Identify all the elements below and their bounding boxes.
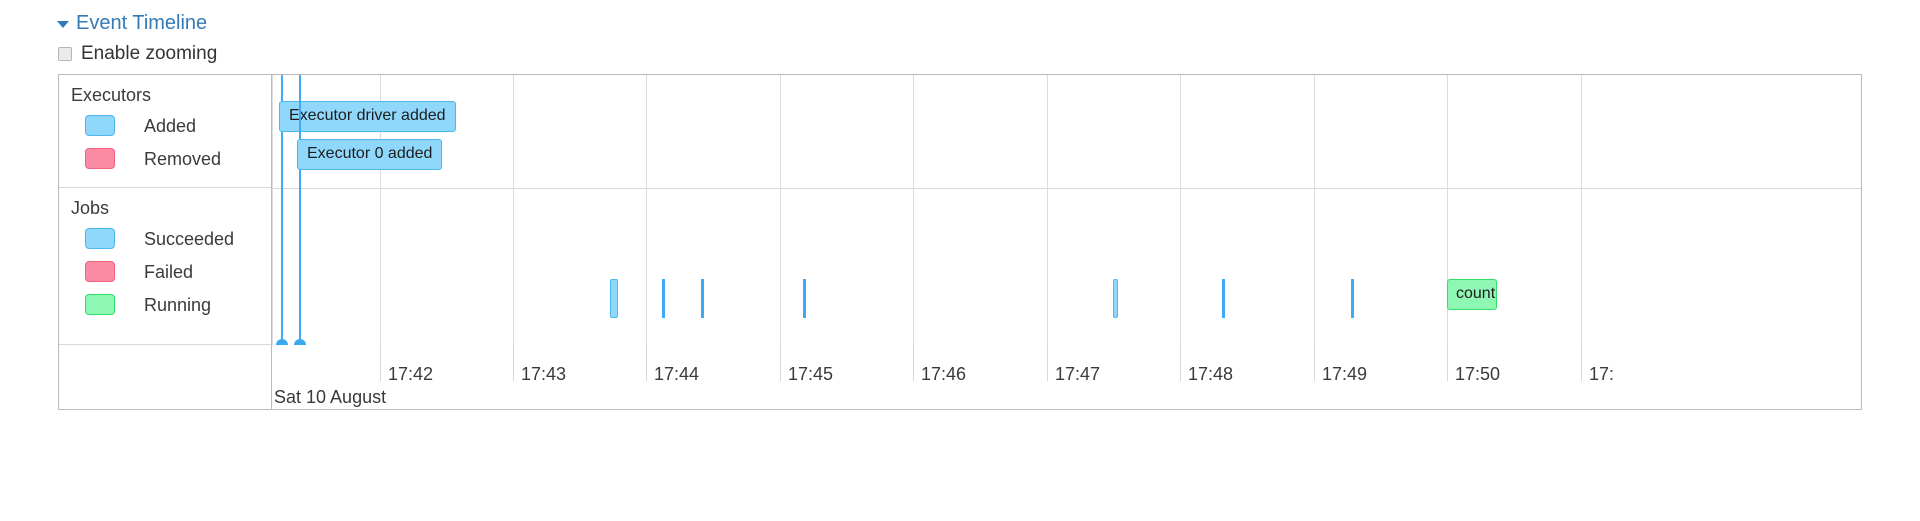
legend-group-executors: Executors Added Removed bbox=[59, 75, 271, 188]
gridline bbox=[272, 75, 273, 346]
axis-tick-line bbox=[513, 345, 514, 381]
gridline bbox=[780, 75, 781, 346]
legend-label-removed: Removed bbox=[144, 148, 222, 169]
gridline bbox=[1047, 75, 1048, 346]
axis-tick-line bbox=[780, 345, 781, 381]
axis-tick-label: 17:49 bbox=[1322, 364, 1368, 384]
axis-tick-label: 17:48 bbox=[1188, 364, 1234, 384]
axis-tick-line bbox=[380, 345, 381, 381]
event-timeline-toggle[interactable]: Event Timeline bbox=[57, 12, 207, 34]
axis-date-label: Sat 10 August bbox=[274, 387, 387, 407]
caret-down-icon bbox=[57, 20, 69, 28]
legend-item-running[interactable]: Running bbox=[71, 288, 271, 321]
legend-item-added[interactable]: Added bbox=[71, 109, 271, 142]
legend-group-title: Executors bbox=[71, 85, 152, 105]
legend-swatch-failed bbox=[85, 261, 115, 282]
executors-row-divider bbox=[272, 188, 1861, 189]
axis-tick-label: 17:47 bbox=[1055, 364, 1101, 384]
legend-swatch-running bbox=[85, 294, 115, 315]
axis-tick-label: 17:45 bbox=[788, 364, 834, 384]
gridline bbox=[380, 75, 381, 346]
timeline-frame: Executors Added Removed Jobs Succeeded bbox=[58, 74, 1862, 410]
axis-tick-label: 17:43 bbox=[521, 364, 567, 384]
legend-group-title: Jobs bbox=[71, 198, 110, 218]
gridline bbox=[513, 75, 514, 346]
event-stem bbox=[299, 75, 301, 345]
job-tick[interactable] bbox=[1113, 279, 1118, 318]
legend-swatch-added bbox=[85, 115, 115, 136]
legend-group-jobs: Jobs Succeeded Failed Running bbox=[59, 188, 271, 345]
legend-panel: Executors Added Removed Jobs Succeeded bbox=[59, 75, 272, 409]
axis-tick-line bbox=[1447, 345, 1448, 381]
job-tick[interactable] bbox=[701, 279, 704, 318]
enable-zooming-label: Enable zooming bbox=[81, 43, 218, 64]
legend-swatch-succeeded bbox=[85, 228, 115, 249]
axis-tick-label: 17:42 bbox=[388, 364, 434, 384]
axis-tick-line bbox=[1047, 345, 1048, 381]
job-tick[interactable] bbox=[662, 279, 665, 318]
job-tick[interactable] bbox=[1222, 279, 1225, 318]
gridline bbox=[646, 75, 647, 346]
axis-tick-label: 17: bbox=[1589, 364, 1615, 384]
legend-item-removed[interactable]: Removed bbox=[71, 142, 271, 175]
legend-label-added: Added bbox=[144, 115, 197, 136]
legend-item-succeeded[interactable]: Succeeded bbox=[71, 222, 271, 255]
executor-event-label[interactable]: Executor 0 added bbox=[297, 139, 443, 170]
axis-tick-label: 17:50 bbox=[1455, 364, 1501, 384]
job-tick[interactable] bbox=[1351, 279, 1354, 318]
event-stem bbox=[281, 75, 283, 345]
axis-tick-line bbox=[913, 345, 914, 381]
timeline-chart-area[interactable]: Executor driver added Executor 0 added co… bbox=[272, 75, 1861, 409]
gridline bbox=[1581, 75, 1582, 346]
job-tick[interactable] bbox=[803, 279, 806, 318]
gridline bbox=[1314, 75, 1315, 346]
executor-event-label[interactable]: Executor driver added bbox=[279, 101, 456, 132]
enable-zooming-checkbox[interactable] bbox=[58, 47, 72, 61]
gridline bbox=[1180, 75, 1181, 346]
axis-tick-label: 17:44 bbox=[654, 364, 700, 384]
legend-label-failed: Failed bbox=[144, 261, 194, 282]
axis-tick-line bbox=[646, 345, 647, 381]
time-axis: 17:42 17:43 17:44 17:45 17:46 17:47 17:48 17:49… bbox=[272, 345, 1861, 409]
axis-tick-label: 17:46 bbox=[921, 364, 967, 384]
job-tick[interactable] bbox=[610, 279, 618, 318]
legend-item-failed[interactable]: Failed bbox=[71, 255, 271, 288]
job-event-box[interactable]: count bbox=[1447, 279, 1497, 310]
legend-label-succeeded: Succeeded bbox=[144, 228, 235, 249]
axis-tick-line bbox=[1314, 345, 1315, 381]
gridline bbox=[1447, 75, 1448, 346]
page-title: Event Timeline bbox=[76, 12, 208, 34]
gridline bbox=[913, 75, 914, 346]
axis-tick-line bbox=[1581, 345, 1582, 381]
legend-swatch-removed bbox=[85, 148, 115, 169]
axis-tick-line bbox=[1180, 345, 1181, 381]
legend-label-running: Running bbox=[144, 294, 212, 315]
enable-zooming-row[interactable]: Enable zooming bbox=[58, 44, 217, 64]
